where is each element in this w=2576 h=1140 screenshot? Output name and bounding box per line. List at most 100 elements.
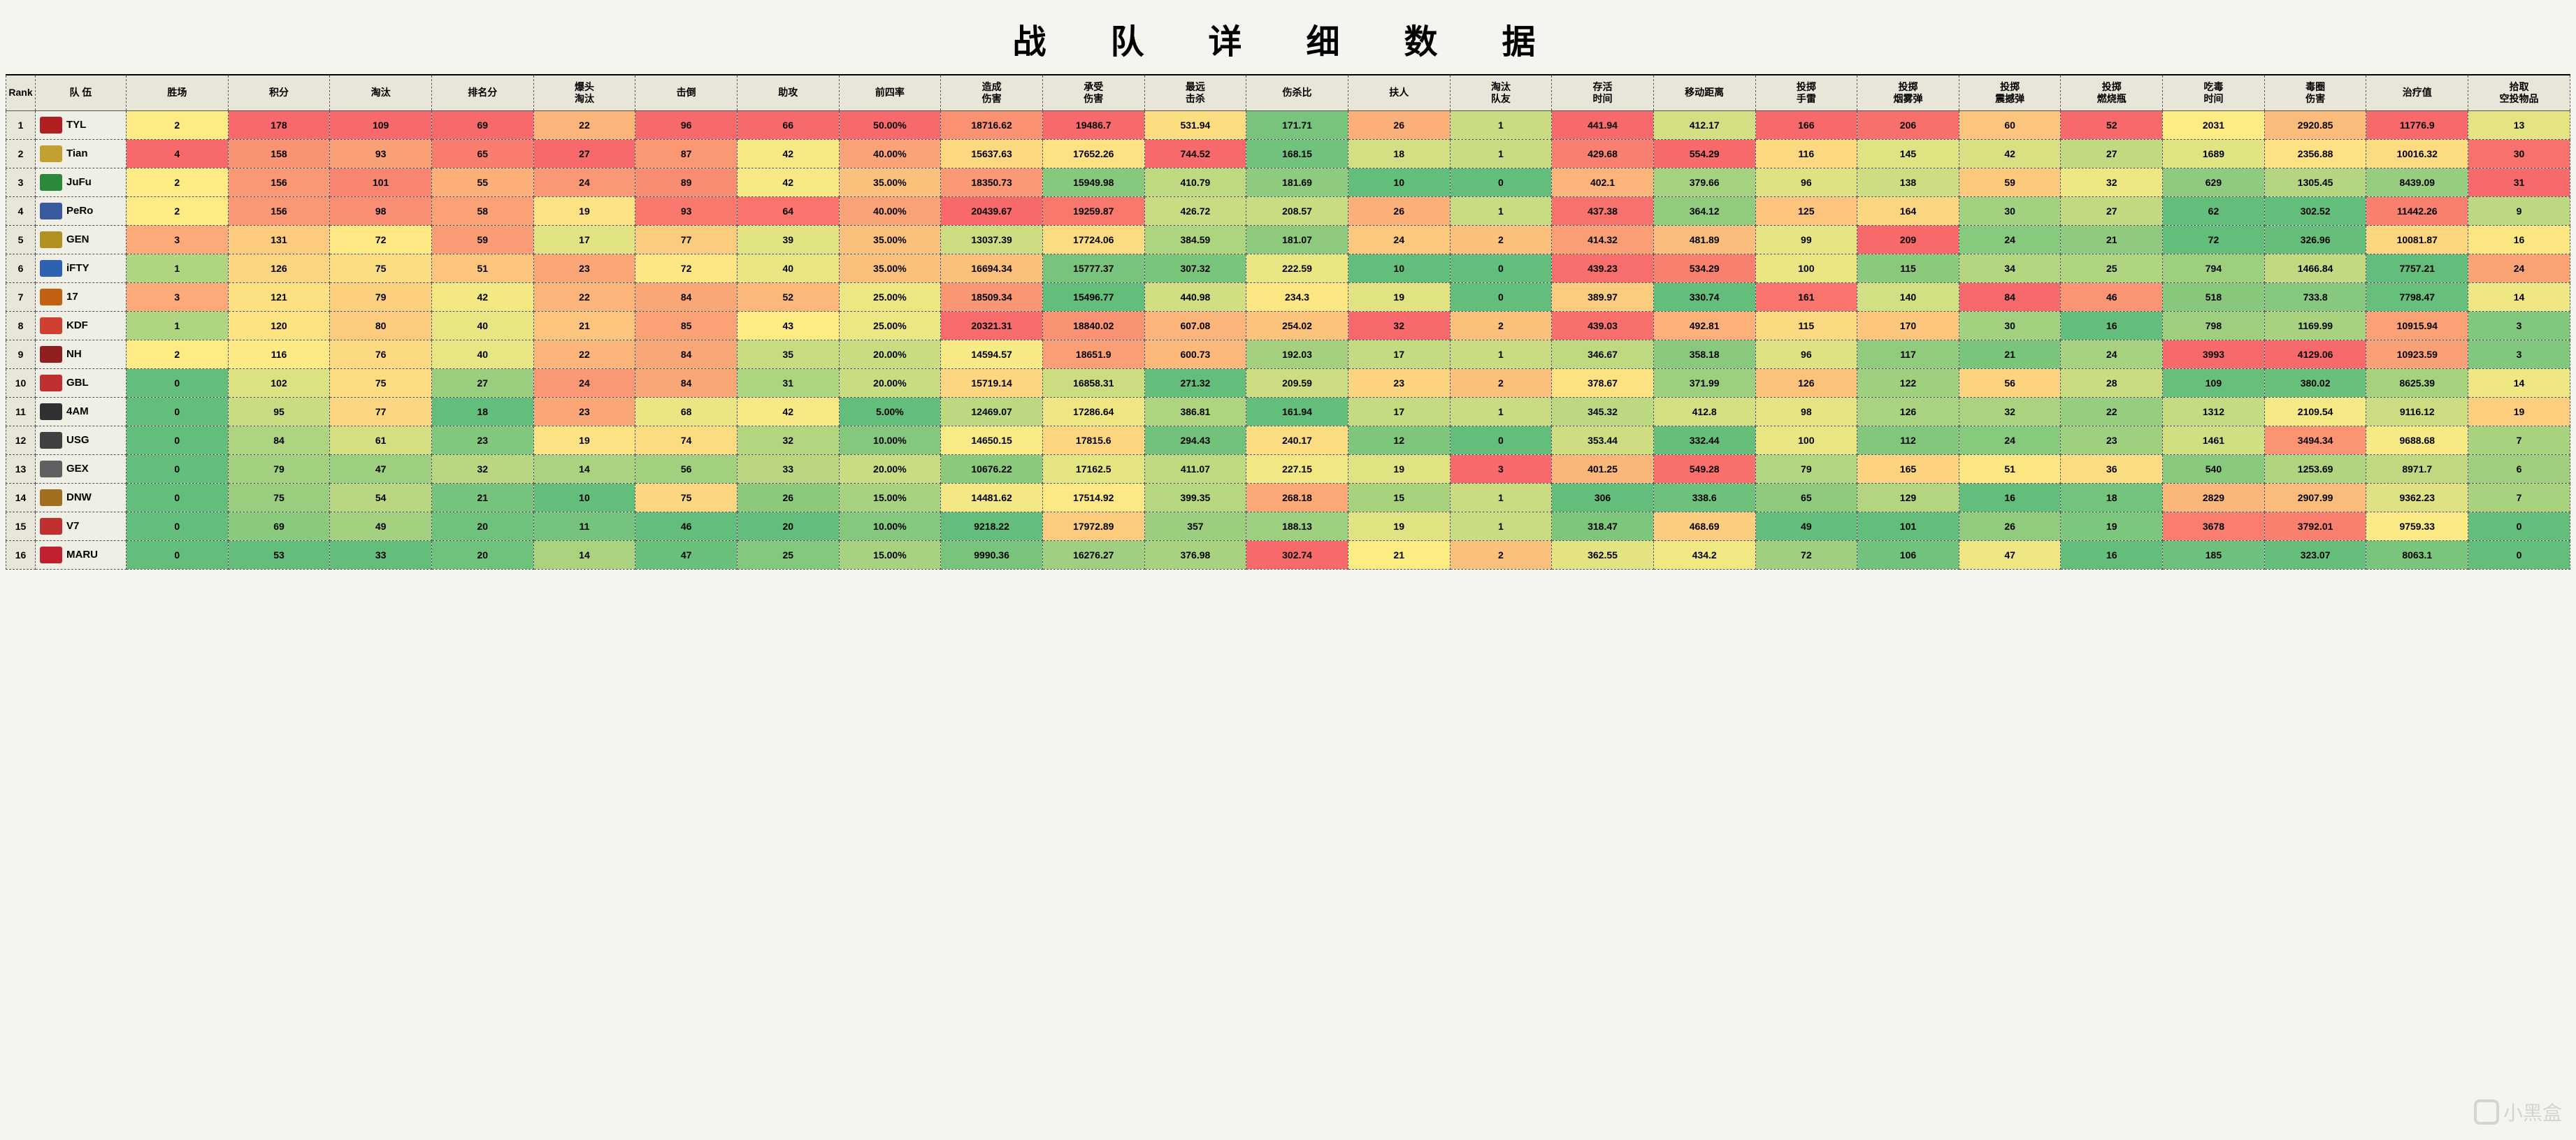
cell-poison: 185 [2163, 540, 2265, 569]
cell-tk: 2 [1450, 368, 1552, 397]
cell-poison: 3678 [2163, 512, 2265, 540]
team-name: V7 [66, 520, 79, 532]
cell-longest: 357 [1144, 512, 1246, 540]
cell-stun: 24 [1959, 225, 2061, 254]
cell-tk: 0 [1450, 168, 1552, 196]
cell-tk: 0 [1450, 254, 1552, 282]
cell-rankpts: 40 [431, 340, 533, 368]
team-logo-icon [40, 317, 62, 334]
cell-revive: 26 [1348, 196, 1450, 225]
cell-dist: 549.28 [1653, 454, 1755, 483]
col-header-heal: 治疗值 [2366, 75, 2468, 110]
cell-molotov: 52 [2061, 110, 2163, 139]
cell-survive: 401.25 [1552, 454, 1654, 483]
cell-airdrop: 16 [2468, 225, 2570, 254]
cell-smoke: 140 [1857, 282, 1959, 311]
cell-rankpts: 27 [431, 368, 533, 397]
cell-smoke: 106 [1857, 540, 1959, 569]
cell-revive: 10 [1348, 168, 1450, 196]
cell-survive: 437.38 [1552, 196, 1654, 225]
cell-dmg_deal: 14481.62 [941, 483, 1043, 512]
cell-knock: 74 [635, 426, 737, 454]
team-logo-icon [40, 547, 62, 563]
team-logo-icon [40, 432, 62, 449]
cell-survive: 306 [1552, 483, 1654, 512]
cell-revive: 19 [1348, 282, 1450, 311]
cell-airdrop: 14 [2468, 368, 2570, 397]
cell-headshot: 22 [533, 282, 635, 311]
col-header-dist: 移动距离 [1653, 75, 1755, 110]
table-row: 6iFTY1126755123724035.00%16694.3415777.3… [6, 254, 2570, 282]
col-header-smoke: 投掷烟雾弹 [1857, 75, 1959, 110]
cell-rank: 16 [6, 540, 36, 569]
cell-rankpts: 32 [431, 454, 533, 483]
cell-revive: 18 [1348, 139, 1450, 168]
cell-dmg_deal: 15719.14 [941, 368, 1043, 397]
table-row: 1TYL21781096922966650.00%18716.6219486.7… [6, 110, 2570, 139]
cell-dmg_take: 17652.26 [1042, 139, 1144, 168]
cell-dmg_take: 15496.77 [1042, 282, 1144, 311]
team-logo-icon [40, 375, 62, 391]
cell-kd: 240.17 [1246, 426, 1348, 454]
cell-kd: 208.57 [1246, 196, 1348, 225]
cell-smoke: 145 [1857, 139, 1959, 168]
cell-headshot: 17 [533, 225, 635, 254]
cell-longest: 411.07 [1144, 454, 1246, 483]
cell-top4: 15.00% [839, 483, 941, 512]
col-header-stun: 投掷震撼弹 [1959, 75, 2061, 110]
cell-heal: 11442.26 [2366, 196, 2468, 225]
cell-smoke: 165 [1857, 454, 1959, 483]
cell-dmg_deal: 9990.36 [941, 540, 1043, 569]
cell-headshot: 24 [533, 368, 635, 397]
cell-elims: 61 [330, 426, 432, 454]
cell-stun: 42 [1959, 139, 2061, 168]
cell-heal: 10923.59 [2366, 340, 2468, 368]
cell-team: MARU [36, 540, 127, 569]
cell-molotov: 25 [2061, 254, 2163, 282]
cell-points: 156 [228, 196, 330, 225]
cell-airdrop: 24 [2468, 254, 2570, 282]
table-row: 114AM09577182368425.00%12469.0717286.643… [6, 397, 2570, 426]
cell-smoke: 129 [1857, 483, 1959, 512]
cell-zone_dmg: 2109.54 [2264, 397, 2366, 426]
cell-dmg_deal: 13037.39 [941, 225, 1043, 254]
team-logo-icon [40, 461, 62, 477]
cell-longest: 440.98 [1144, 282, 1246, 311]
cell-molotov: 18 [2061, 483, 2163, 512]
table-row: 7173121794222845225.00%18509.3415496.774… [6, 282, 2570, 311]
cell-kd: 192.03 [1246, 340, 1348, 368]
cell-longest: 410.79 [1144, 168, 1246, 196]
team-logo-icon [40, 145, 62, 162]
cell-molotov: 22 [2061, 397, 2163, 426]
cell-assist: 42 [737, 397, 839, 426]
cell-dmg_deal: 16694.34 [941, 254, 1043, 282]
team-name: 4AM [66, 405, 89, 417]
table-row: 12USG084612319743210.00%14650.1517815.62… [6, 426, 2570, 454]
cell-headshot: 10 [533, 483, 635, 512]
cell-team: V7 [36, 512, 127, 540]
cell-points: 121 [228, 282, 330, 311]
cell-rank: 13 [6, 454, 36, 483]
cell-smoke: 101 [1857, 512, 1959, 540]
col-header-zone_dmg: 毒圈伤害 [2264, 75, 2366, 110]
cell-poison: 2829 [2163, 483, 2265, 512]
team-name: PeRo [66, 205, 93, 217]
cell-knock: 84 [635, 340, 737, 368]
cell-wins: 1 [127, 311, 229, 340]
cell-survive: 439.03 [1552, 311, 1654, 340]
cell-elims: 54 [330, 483, 432, 512]
cell-stun: 47 [1959, 540, 2061, 569]
cell-assist: 39 [737, 225, 839, 254]
cell-longest: 399.35 [1144, 483, 1246, 512]
cell-frag: 126 [1755, 368, 1857, 397]
cell-wins: 0 [127, 483, 229, 512]
cell-stun: 30 [1959, 196, 2061, 225]
cell-elims: 75 [330, 368, 432, 397]
cell-rank: 14 [6, 483, 36, 512]
cell-longest: 426.72 [1144, 196, 1246, 225]
cell-stun: 21 [1959, 340, 2061, 368]
cell-longest: 607.08 [1144, 311, 1246, 340]
cell-points: 178 [228, 110, 330, 139]
cell-assist: 32 [737, 426, 839, 454]
cell-stun: 84 [1959, 282, 2061, 311]
